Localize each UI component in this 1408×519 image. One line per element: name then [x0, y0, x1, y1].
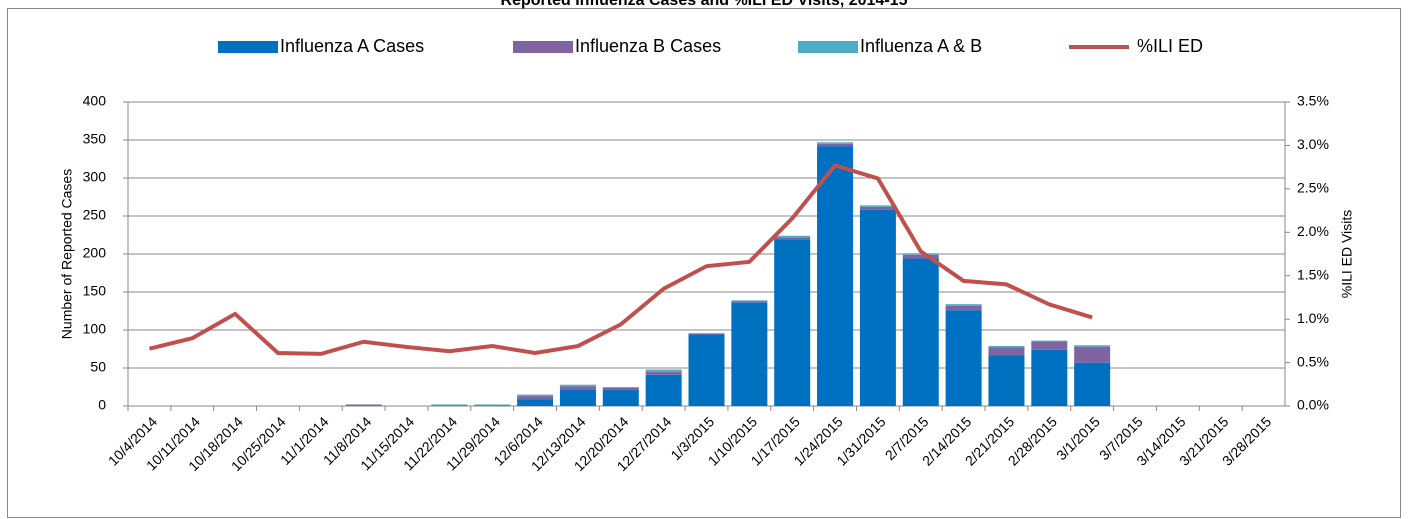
y-tick-label: 250 — [83, 207, 107, 223]
y2-tick-label: 3.0% — [1297, 136, 1329, 152]
bar — [774, 237, 811, 240]
bar — [859, 206, 896, 210]
bar — [945, 305, 982, 311]
bar — [559, 389, 596, 406]
bar — [731, 302, 768, 406]
bar — [945, 304, 982, 306]
bar — [602, 390, 639, 406]
bar — [345, 405, 382, 406]
y2-axis-label: %ILI ED Visits — [1339, 210, 1355, 298]
bar — [345, 404, 382, 406]
y-tick-label: 200 — [83, 245, 107, 261]
legend-swatch — [513, 41, 573, 53]
bar — [431, 404, 468, 406]
y2-tick-label: 0.5% — [1297, 353, 1329, 369]
bar — [859, 205, 896, 207]
y2-tick-label: 2.5% — [1297, 180, 1329, 196]
bar — [645, 369, 682, 372]
y-tick-label: 50 — [90, 359, 106, 375]
y-tick-label: 150 — [83, 283, 107, 299]
bar — [474, 404, 511, 406]
legend-swatch — [218, 41, 278, 53]
y2-tick-label: 3.5% — [1297, 93, 1329, 109]
y2-tick-label: 1.5% — [1297, 266, 1329, 282]
bar — [731, 301, 768, 303]
bar — [731, 300, 768, 302]
bar — [645, 371, 682, 375]
y-tick-label: 100 — [83, 321, 107, 337]
bar — [1031, 341, 1068, 350]
bar — [559, 384, 596, 387]
y-tick-label: 300 — [83, 169, 107, 185]
bar — [688, 333, 725, 335]
chart-frame — [7, 8, 1401, 518]
bar — [688, 334, 725, 406]
bar — [517, 399, 554, 406]
line — [148, 163, 1093, 356]
y-tick-label: 350 — [83, 131, 107, 147]
bar — [902, 253, 939, 255]
bar — [1031, 349, 1068, 406]
bar — [1074, 345, 1111, 347]
bar — [817, 146, 854, 406]
chart-title: Reported Influenza Cases and %ILI ED Vis… — [501, 0, 908, 9]
legend-label: %ILI ED — [1137, 36, 1203, 56]
bar — [1031, 340, 1068, 342]
y-tick-label: 0 — [98, 397, 106, 413]
bar — [517, 396, 554, 400]
bar — [1074, 362, 1111, 406]
y2-tick-label: 0.0% — [1297, 397, 1329, 413]
y-tick-label: 400 — [83, 93, 107, 109]
y2-tick-label: 1.0% — [1297, 310, 1329, 326]
bar — [645, 374, 682, 406]
bar — [517, 394, 554, 397]
bar — [902, 254, 939, 259]
legend-label: Influenza A Cases — [280, 36, 424, 56]
bar — [474, 405, 511, 406]
y2-tick-label: 2.0% — [1297, 223, 1329, 239]
bar — [774, 239, 811, 406]
bar — [688, 333, 725, 334]
legend-label: Influenza A & B — [860, 36, 982, 56]
legend-swatch — [798, 41, 858, 53]
bar — [902, 258, 939, 406]
bar — [988, 345, 1025, 348]
bar — [859, 209, 896, 406]
bar — [431, 405, 468, 406]
bar — [602, 387, 639, 391]
bar — [817, 142, 854, 144]
bar — [774, 235, 811, 238]
bar — [945, 310, 982, 406]
bar — [559, 386, 596, 390]
bar — [1074, 346, 1111, 363]
bar — [988, 355, 1025, 406]
bar — [602, 387, 639, 388]
y-axis-label: Number of Reported Cases — [59, 169, 75, 339]
legend-label: Influenza B Cases — [575, 36, 721, 56]
bar — [988, 347, 1025, 356]
bar — [817, 143, 854, 147]
